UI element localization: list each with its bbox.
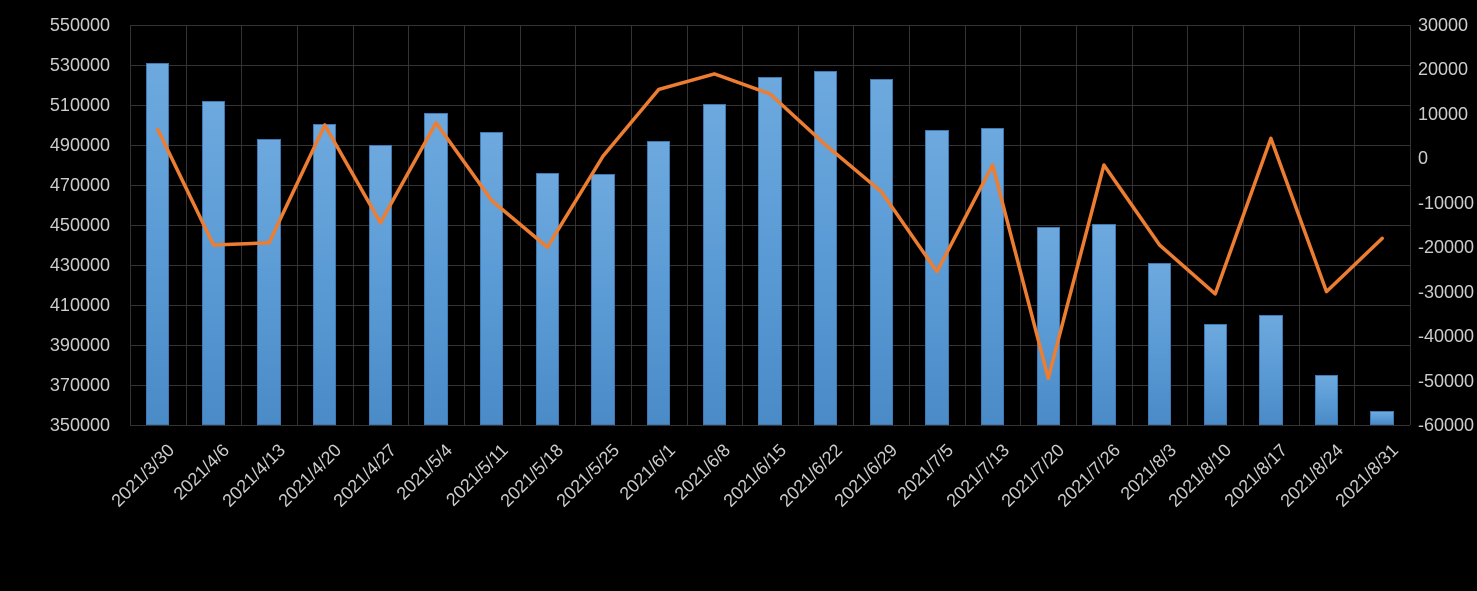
y-left-tick: 530000 xyxy=(50,56,110,74)
bar xyxy=(591,174,614,425)
y-left-tick: 410000 xyxy=(50,296,110,314)
bar xyxy=(925,130,948,425)
x-tick: 2021/6/1 xyxy=(615,440,679,504)
bar xyxy=(703,104,726,425)
y-right-tick: -50000 xyxy=(1418,372,1474,390)
y-left-tick: 350000 xyxy=(50,416,110,434)
bar xyxy=(1092,224,1115,425)
bar xyxy=(1259,315,1282,425)
y-axis-right: -60000-50000-40000-30000-20000-100000100… xyxy=(1412,25,1477,425)
bar xyxy=(257,139,280,425)
y-left-tick: 450000 xyxy=(50,216,110,234)
bar xyxy=(1370,411,1393,425)
bars xyxy=(130,25,1410,425)
bar xyxy=(369,145,392,425)
bar xyxy=(1315,375,1338,425)
y-right-tick: -10000 xyxy=(1418,194,1474,212)
y-left-tick: 430000 xyxy=(50,256,110,274)
y-right-tick: -20000 xyxy=(1418,238,1474,256)
bar xyxy=(1148,263,1171,425)
y-left-tick: 370000 xyxy=(50,376,110,394)
y-left-tick: 510000 xyxy=(50,96,110,114)
x-tick: 2021/3/30 xyxy=(107,440,178,511)
bar xyxy=(981,128,1004,425)
bar xyxy=(814,71,837,425)
y-right-tick: 0 xyxy=(1418,149,1428,167)
y-right-tick: -40000 xyxy=(1418,327,1474,345)
y-right-tick: 10000 xyxy=(1418,105,1468,123)
bar xyxy=(870,79,893,425)
y-left-tick: 550000 xyxy=(50,16,110,34)
y-left-tick: 390000 xyxy=(50,336,110,354)
bar xyxy=(1204,324,1227,425)
bar xyxy=(647,141,670,425)
y-right-tick: 30000 xyxy=(1418,16,1468,34)
y-right-tick: -30000 xyxy=(1418,283,1474,301)
bar xyxy=(146,63,169,425)
y-right-tick: -60000 xyxy=(1418,416,1474,434)
y-left-tick: 490000 xyxy=(50,136,110,154)
bar xyxy=(536,173,559,425)
bar xyxy=(313,124,336,425)
bar xyxy=(1037,227,1060,425)
bar xyxy=(424,113,447,425)
x-axis: 2021/3/302021/4/62021/4/132021/4/202021/… xyxy=(130,430,1410,590)
plot-area xyxy=(130,25,1410,425)
bar xyxy=(758,77,781,425)
bar xyxy=(480,132,503,425)
y-left-tick: 470000 xyxy=(50,176,110,194)
y-right-tick: 20000 xyxy=(1418,60,1468,78)
y-axis-left: 3500003700003900004100004300004500004700… xyxy=(0,25,120,425)
chart: 350000 370000 390000 410000 430000 450000 4700… xyxy=(0,10,1477,591)
bar xyxy=(202,101,225,425)
